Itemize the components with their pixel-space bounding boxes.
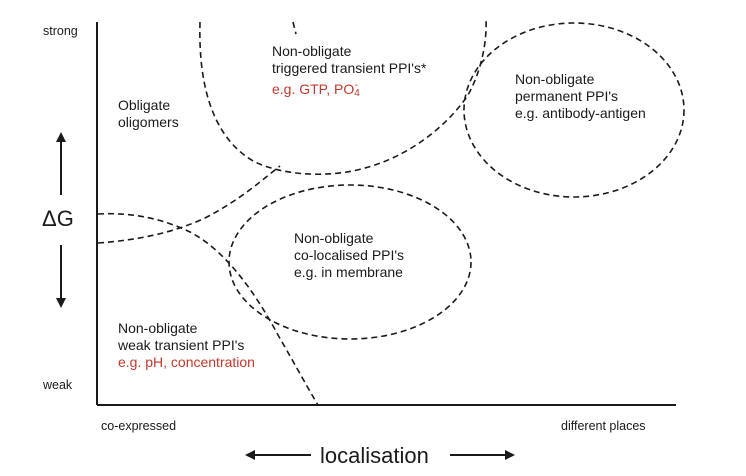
weak-example: e.g. pH, concentration (118, 354, 255, 370)
weak-transient-label: Non-obligate weak transient PPI's e.g. p… (118, 320, 255, 370)
triggered-region-boundary (199, 19, 487, 175)
triggered-transient-label: Non-obligate triggered transient PPI's* … (272, 43, 426, 102)
y-axis-delta-g-label: ΔG (42, 206, 74, 231)
triggered-example: e.g. GTP, PO4- (272, 80, 360, 99)
obligate-oligomers-label: Obligate oligomers (118, 97, 179, 130)
weak-boundary (97, 212, 319, 406)
y-axis-weak-label: weak (43, 378, 73, 392)
x-axis-different-places-label: different places (561, 419, 646, 433)
permanent-region-boundary (463, 22, 685, 198)
x-axis-localisation-label: localisation (320, 443, 429, 468)
permanent-ppi-label: Non-obligate permanent PPI's e.g. antibo… (515, 71, 646, 121)
colocalised-ppi-label: Non-obligate co-localised PPI's e.g. in … (294, 230, 405, 280)
y-axis-strong-label: strong (43, 24, 78, 38)
x-axis-co-expressed-label: co-expressed (101, 419, 177, 433)
triggered-region-inner-tick (292, 21, 297, 35)
colocalised-region-boundary (228, 184, 472, 340)
obligate-boundary (97, 165, 281, 244)
